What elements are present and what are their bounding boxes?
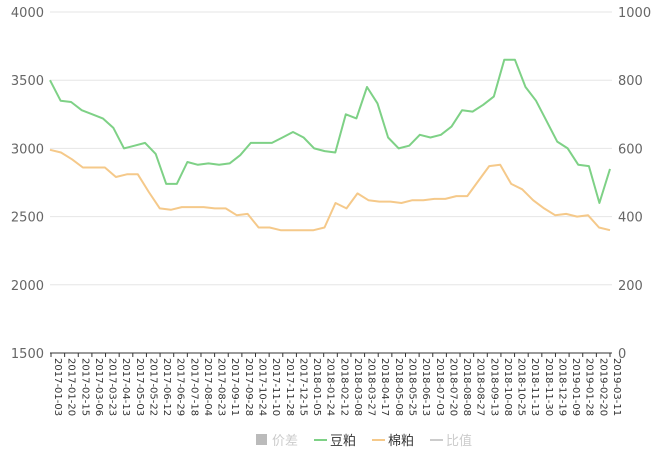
x-tick-label: 2017-08-04 (202, 358, 213, 416)
x-tick-label: 2017-06-12 (161, 358, 172, 416)
y-axis-left: 1500 2000 2500 3000 3500 4000 (11, 6, 44, 362)
y-axis-right: 0 200 400 600 800 1000 (618, 6, 651, 362)
x-tick-label: 2017-03-23 (107, 358, 118, 416)
x-tick-label: 2018-08-08 (461, 358, 472, 416)
series-lines (49, 58, 611, 232)
y-left-tick-label: 3000 (11, 142, 44, 157)
y-right-tick-label: 200 (618, 279, 643, 294)
x-tick-label: 2018-12-19 (556, 358, 567, 416)
x-tick-label: 2018-03-27 (366, 358, 377, 416)
x-tick-label: 2018-02-12 (338, 358, 349, 416)
legend[interactable]: 价差 豆粕 棉粕 比值 (256, 433, 472, 449)
y-left-tick-label: 2000 (11, 279, 44, 294)
x-tick-label: 2017-01-03 (52, 358, 63, 416)
x-tick-label: 2017-11-10 (270, 358, 281, 416)
legend-item-ratio[interactable]: 比值 (430, 433, 472, 449)
y-left-tick-label: 1500 (11, 347, 44, 362)
legend-label: 豆粕 (330, 434, 356, 449)
legend-item-cottonseed-meal[interactable]: 棉粕 (372, 434, 414, 449)
x-tick-label: 2017-03-06 (93, 358, 104, 416)
x-tick-label: 2017-01-20 (66, 358, 77, 416)
x-tick-label: 2017-09-28 (243, 358, 254, 416)
x-tick-label: 2018-03-08 (352, 358, 363, 416)
x-tick-label: 2019-01-28 (584, 358, 595, 416)
x-tick-label: 2018-01-24 (325, 358, 336, 416)
series-line-cottonseed-meal (49, 148, 611, 232)
y-right-tick-label: 1000 (618, 6, 651, 21)
x-tick-label: 2018-07-20 (447, 358, 458, 416)
x-tick-label: 2019-02-20 (597, 358, 608, 416)
x-tick-label: 2019-03-11 (611, 358, 622, 416)
legend-label: 比值 (446, 433, 472, 449)
x-tick-label: 2017-06-29 (175, 358, 186, 416)
x-tick-label: 2018-11-13 (529, 358, 540, 416)
x-tick-label: 2018-06-13 (420, 358, 431, 416)
legend-swatch (256, 434, 267, 445)
x-tick-label: 2018-04-17 (379, 358, 390, 416)
x-tick-label: 2018-10-08 (502, 358, 513, 416)
legend-label: 价差 (272, 434, 298, 449)
legend-item-soybean-meal[interactable]: 豆粕 (314, 434, 356, 449)
x-tick-label: 2017-08-23 (216, 358, 227, 416)
x-tick-label: 2017-09-11 (229, 358, 240, 416)
x-tick-label: 2018-05-08 (393, 358, 404, 416)
x-tick-label: 2018-08-27 (475, 358, 486, 416)
x-tick-label: 2019-01-09 (570, 358, 581, 416)
y-right-tick-label: 0 (618, 347, 626, 362)
x-tick-label: 2018-07-03 (434, 358, 445, 416)
y-left-tick-label: 4000 (11, 6, 44, 21)
legend-item-spread[interactable]: 价差 (256, 434, 298, 449)
x-tick-label: 2018-09-13 (488, 358, 499, 416)
x-tick-label: 2017-12-15 (297, 358, 308, 416)
y-right-tick-label: 400 (618, 211, 643, 226)
series-line-soybean-meal (49, 58, 611, 204)
x-tick-label: 2017-10-24 (257, 358, 268, 416)
legend-label: 棉粕 (388, 434, 414, 449)
x-tick-label: 2017-05-22 (147, 358, 158, 416)
grid-lines (50, 11, 612, 354)
x-tick-label: 2017-04-13 (120, 358, 131, 416)
y-right-tick-label: 600 (618, 142, 643, 157)
x-tick-label: 2018-01-05 (311, 358, 322, 416)
x-tick-label: 2017-05-03 (134, 358, 145, 416)
x-tick-label: 2018-11-30 (543, 358, 554, 416)
y-left-tick-label: 3500 (11, 74, 44, 89)
x-tick-label: 2017-11-28 (284, 358, 295, 416)
x-tick-label: 2017-07-18 (188, 358, 199, 416)
y-right-tick-label: 800 (618, 74, 643, 89)
x-tick-label: 2017-02-15 (79, 358, 90, 416)
x-tick-label: 2018-10-25 (516, 358, 527, 416)
x-axis: 2017-01-03 2017-01-20 2017-02-15 2017-03-06… (50, 352, 622, 416)
x-tick-label: 2018-05-25 (406, 358, 417, 416)
y-left-tick-label: 2500 (11, 211, 44, 226)
